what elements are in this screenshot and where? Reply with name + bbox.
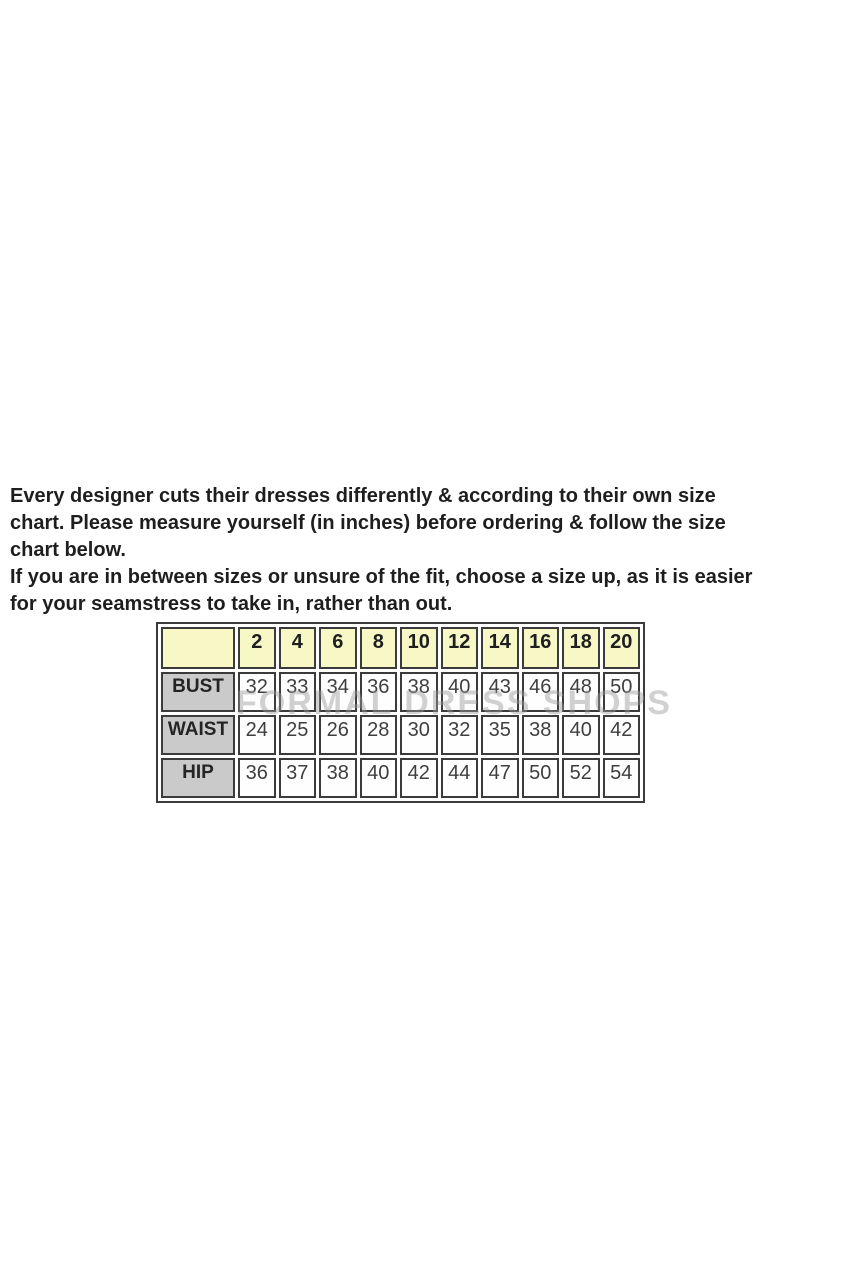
bust-row: BUST 32 33 34 36 38 40 43 46 48 50 [161, 672, 640, 712]
size-header-cell: 10 [400, 627, 438, 669]
hip-value: 52 [562, 758, 600, 798]
hip-label: HIP [161, 758, 235, 798]
hip-value: 44 [440, 758, 478, 798]
size-chart-table: 2 4 6 8 10 12 14 16 18 20 BUST 32 33 34 … [156, 622, 645, 803]
waist-value: 42 [602, 715, 640, 755]
hip-value: 36 [238, 758, 276, 798]
hip-value: 42 [400, 758, 438, 798]
hip-row: HIP 36 37 38 40 42 44 47 50 52 54 [161, 758, 640, 798]
corner-cell [161, 627, 235, 669]
hip-value: 40 [359, 758, 397, 798]
bust-value: 46 [521, 672, 559, 712]
waist-row: WAIST 24 25 26 28 30 32 35 38 40 42 [161, 715, 640, 755]
waist-value: 24 [238, 715, 276, 755]
intro-line-1: Every designer cuts their dresses differ… [10, 485, 716, 507]
size-header-cell: 6 [319, 627, 357, 669]
sizing-instructions: Every designer cuts their dresses differ… [10, 483, 752, 618]
size-chart: 2 4 6 8 10 12 14 16 18 20 BUST 32 33 34 … [156, 622, 670, 803]
size-header-cell: 2 [238, 627, 276, 669]
bust-label: BUST [161, 672, 235, 712]
waist-value: 28 [359, 715, 397, 755]
bust-value: 36 [359, 672, 397, 712]
size-header-row: 2 4 6 8 10 12 14 16 18 20 [161, 627, 640, 669]
hip-value: 54 [602, 758, 640, 798]
size-header-cell: 16 [521, 627, 559, 669]
bust-value: 34 [319, 672, 357, 712]
size-header-cell: 20 [602, 627, 640, 669]
waist-value: 40 [562, 715, 600, 755]
waist-label: WAIST [161, 715, 235, 755]
intro-line-4: If you are in between sizes or unsure of… [10, 566, 753, 588]
bust-value: 32 [238, 672, 276, 712]
waist-value: 25 [278, 715, 316, 755]
bust-value: 48 [562, 672, 600, 712]
intro-line-2: chart. Please measure yourself (in inche… [10, 512, 726, 534]
hip-value: 38 [319, 758, 357, 798]
waist-value: 30 [400, 715, 438, 755]
waist-value: 38 [521, 715, 559, 755]
waist-value: 32 [440, 715, 478, 755]
bust-value: 40 [440, 672, 478, 712]
bust-value: 50 [602, 672, 640, 712]
bust-value: 43 [481, 672, 519, 712]
waist-value: 26 [319, 715, 357, 755]
size-header-cell: 12 [440, 627, 478, 669]
hip-value: 37 [278, 758, 316, 798]
bust-value: 38 [400, 672, 438, 712]
intro-line-3: chart below. [10, 539, 126, 561]
size-header-cell: 14 [481, 627, 519, 669]
size-header-cell: 4 [278, 627, 316, 669]
intro-line-5: for your seamstress to take in, rather t… [10, 593, 453, 615]
hip-value: 47 [481, 758, 519, 798]
size-header-cell: 8 [359, 627, 397, 669]
size-header-cell: 18 [562, 627, 600, 669]
bust-value: 33 [278, 672, 316, 712]
waist-value: 35 [481, 715, 519, 755]
hip-value: 50 [521, 758, 559, 798]
